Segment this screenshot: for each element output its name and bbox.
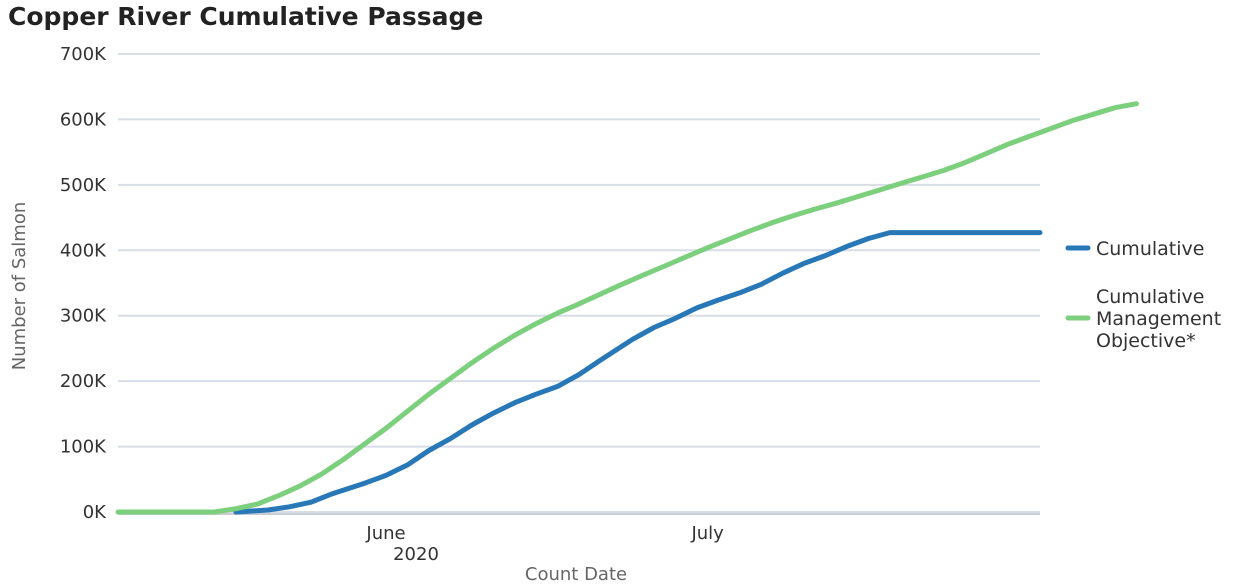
x-tick-label: July [690, 523, 724, 544]
series-line-cumulative[interactable] [233, 230, 1043, 515]
legend-label: Cumulative [1096, 238, 1204, 260]
y-tick-label: 200K [60, 371, 107, 392]
legend-item-management-objective[interactable]: Cumulative Management Objective* [1065, 286, 1221, 352]
y-tick-label: 700K [60, 44, 107, 65]
legend[interactable]: Cumulative Cumulative Management Objective* [1065, 238, 1221, 352]
x-tick-label: June [365, 523, 405, 544]
chart-title: Copper River Cumulative Passage [8, 2, 484, 31]
legend-label: Cumulative Management Objective* [1096, 286, 1221, 352]
y-tick-label: 0K [83, 502, 107, 523]
y-axis-ticks: 0K 100K 200K 300K 400K 500K 600K 700K [60, 44, 107, 523]
legend-item-cumulative[interactable]: Cumulative [1065, 238, 1204, 260]
grid-lines [118, 53, 1040, 513]
y-tick-label: 400K [60, 240, 107, 261]
x-tick-sublabel: 2020 [393, 544, 439, 565]
y-tick-label: 600K [60, 109, 107, 130]
y-tick-label: 300K [60, 306, 107, 327]
y-axis-title: Number of Salmon [9, 202, 30, 371]
y-tick-label: 500K [60, 175, 107, 196]
series-lines [115, 101, 1139, 515]
series-line-management-objective[interactable] [115, 101, 1139, 515]
y-tick-label: 100K [60, 437, 107, 458]
x-axis-title: Count Date [525, 564, 627, 585]
